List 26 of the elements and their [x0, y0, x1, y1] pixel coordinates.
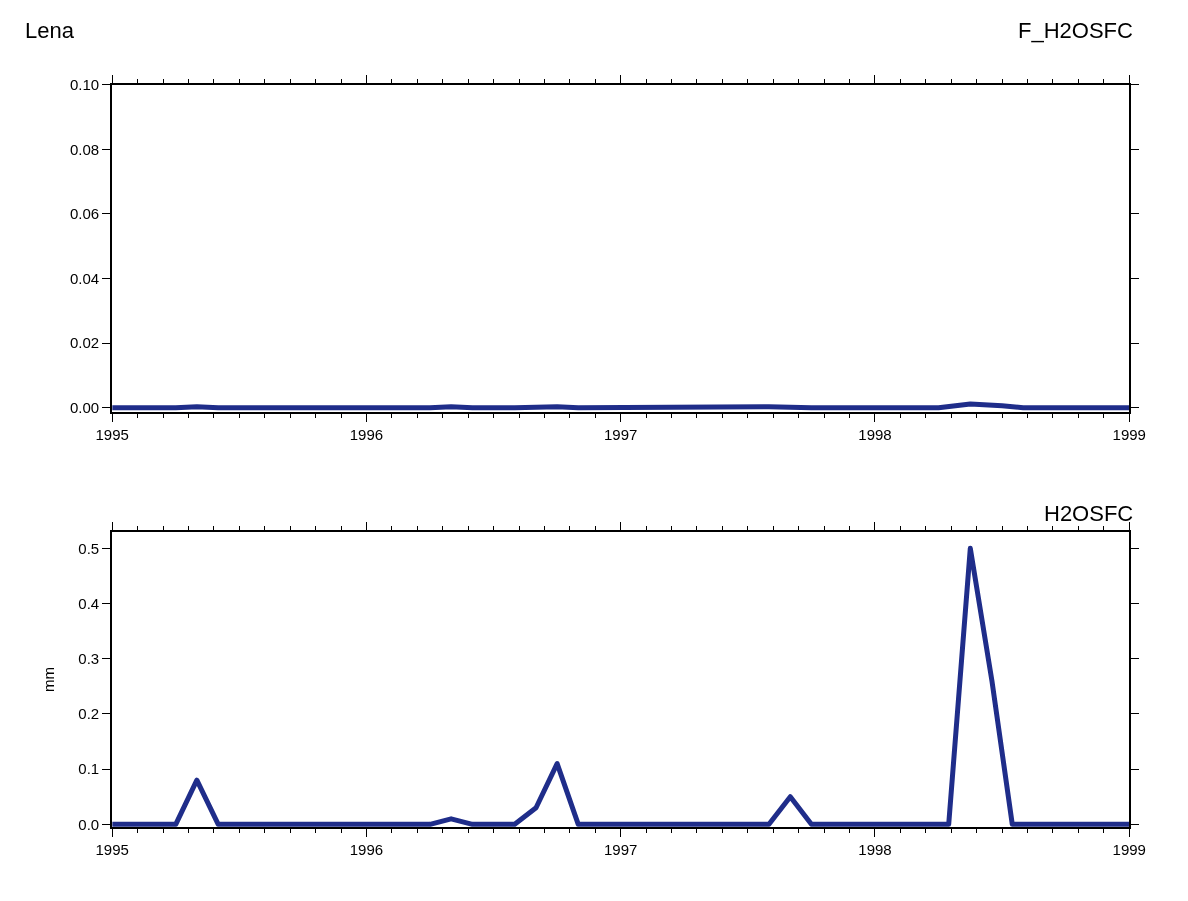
y-tick-label: 0.06	[69, 205, 100, 223]
x-tick-label: 1998	[858, 841, 892, 859]
y-tick-label: 0.2	[78, 705, 100, 723]
x-tick-label: 1997	[604, 841, 638, 859]
y-tick-label: 0.4	[78, 594, 100, 612]
x-tick-label: 1996	[349, 425, 384, 443]
x-tick-label: 1999	[1112, 425, 1146, 443]
chart-title: H2OSFC	[1044, 501, 1134, 526]
x-tick-label: 1998	[858, 425, 892, 443]
text: Lena	[25, 18, 75, 43]
chart-title: F_H2OSFC	[1018, 18, 1134, 43]
y-tick-label: 0.5	[78, 539, 100, 557]
y-tick-label: 0.3	[78, 649, 100, 667]
y-tick-label: 0.00	[69, 399, 100, 417]
y-tick-label: 0.02	[69, 334, 100, 352]
y-tick-label: 0.1	[78, 760, 100, 778]
y-tick-label: 0.10	[69, 76, 100, 94]
y-tick-label: 0.08	[69, 140, 100, 158]
y-axis-title: mm	[40, 666, 58, 692]
y-tick-label: 0.04	[69, 269, 100, 287]
x-tick-label: 1999	[1112, 841, 1146, 859]
y-tick-label: 0.0	[78, 815, 100, 833]
x-tick-label: 1995	[95, 425, 129, 443]
x-tick-label: 1997	[604, 425, 638, 443]
x-tick-label: 1995	[95, 841, 129, 859]
x-tick-label: 1996	[349, 841, 384, 859]
